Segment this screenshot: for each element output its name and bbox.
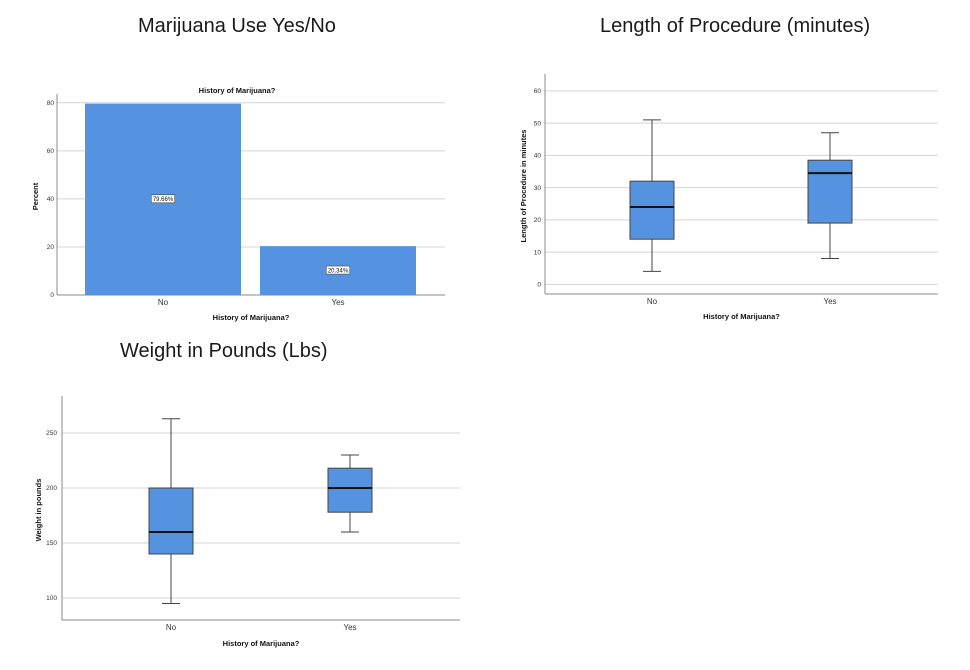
marijuana-data-label-box: [326, 265, 350, 275]
weight-ytick-label: 100: [46, 595, 57, 602]
procedure-box: [629, 180, 675, 240]
weight-ytick-label: 250: [46, 430, 57, 437]
marijuana-panel-title: Marijuana Use Yes/No: [138, 15, 336, 37]
marijuana-ytick-label: 80: [47, 100, 55, 107]
marijuana-ytick-label: 0: [50, 292, 54, 299]
weight-xtick-label: Yes: [343, 623, 356, 632]
weight-yaxis-label: Weight in pounds: [34, 479, 43, 542]
procedure-ytick-label: 50: [534, 120, 542, 127]
weight-xaxis-label: History of Marijuana?: [223, 639, 300, 648]
weight-panel-title: Weight in Pounds (Lbs): [120, 340, 328, 362]
weight-box: [327, 467, 373, 513]
marijuana-data-label-box: [151, 194, 175, 204]
procedure-xtick-label: No: [647, 297, 658, 306]
procedure-xaxis-label: History of Marijuana?: [703, 312, 780, 321]
marijuana-xtick-label: Yes: [331, 298, 344, 307]
marijuana-ytick-label: 40: [47, 196, 55, 203]
marijuana-data-label: 79.66%: [153, 197, 174, 203]
marijuana-data-label: 20.34%: [328, 268, 349, 274]
marijuana-ytick-label: 60: [47, 148, 55, 155]
marijuana-xaxis-label: History of Marijuana?: [213, 313, 290, 322]
marijuana-xtick-label: No: [158, 298, 169, 307]
procedure-ytick-label: 10: [534, 249, 542, 256]
procedure-xtick-label: Yes: [823, 297, 836, 306]
weight-ytick-label: 200: [46, 485, 57, 492]
procedure-ytick-label: 60: [534, 88, 542, 95]
procedure-ytick-label: 40: [534, 153, 542, 160]
procedure-panel-title: Length of Procedure (minutes): [600, 15, 871, 37]
procedure-ytick-label: 20: [534, 217, 542, 224]
procedure-yaxis-label: Length of Procedure in minutes: [519, 130, 528, 243]
weight-xtick-label: No: [166, 623, 177, 632]
marijuana-ytick-label: 20: [47, 244, 55, 251]
procedure-box: [807, 159, 853, 224]
procedure-ytick-label: 30: [534, 185, 542, 192]
procedure-ytick-label: 0: [537, 282, 541, 289]
marijuana-chart-title: History of Marijuana?: [199, 86, 276, 95]
weight-box: [148, 487, 194, 555]
marijuana-yaxis-label: Percent: [31, 182, 40, 210]
weight-ytick-label: 150: [46, 540, 57, 547]
